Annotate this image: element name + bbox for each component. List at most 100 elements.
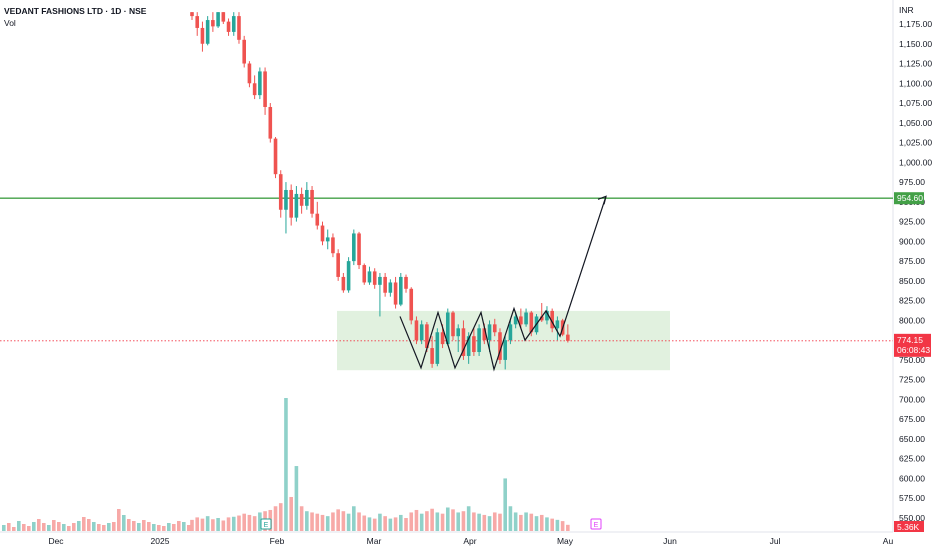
candle-body — [190, 12, 194, 17]
volume-bar — [127, 519, 131, 531]
volume-bar — [102, 525, 106, 531]
volume-indicator-label[interactable]: Vol — [4, 18, 16, 28]
volume-bar — [472, 512, 476, 531]
candle-body — [336, 253, 340, 277]
volume-bar — [404, 518, 408, 531]
zigzag-projection[interactable] — [399, 196, 607, 372]
earnings-marker[interactable] — [260, 518, 272, 530]
candle-body — [242, 39, 246, 64]
volume-bar — [242, 513, 246, 531]
chart-title: VEDANT FASHIONS LTD · 1D · NSE — [4, 6, 147, 16]
volume-bar — [122, 515, 126, 531]
candle-body — [550, 310, 554, 329]
candle-body — [492, 324, 497, 333]
candle-body — [278, 174, 283, 210]
volume-tag-label: 5.36K — [897, 522, 920, 532]
volume-bar — [294, 466, 299, 531]
volume-bar — [503, 478, 507, 531]
volume-bar — [388, 518, 393, 531]
volume-bar — [305, 511, 309, 531]
y-tick-label: 575.00 — [899, 493, 925, 503]
volume-bar — [513, 512, 518, 531]
volume-bar — [247, 514, 252, 531]
candle-body — [205, 20, 210, 44]
volume-bar — [466, 506, 471, 531]
candle-body — [409, 288, 414, 321]
candle-body — [498, 332, 502, 360]
volume-bar — [383, 516, 387, 531]
volume-bar — [37, 519, 41, 531]
candle-body — [305, 189, 309, 206]
volume-bar — [487, 516, 492, 531]
candle-body — [268, 106, 273, 139]
volume-bar — [399, 514, 403, 531]
volume-bar — [534, 516, 539, 531]
volume-bar — [27, 526, 31, 531]
volume-bar — [524, 512, 528, 531]
candle-body — [466, 336, 471, 356]
candle-body — [352, 233, 356, 262]
volume-bar — [378, 513, 382, 531]
volume-bar — [336, 509, 340, 531]
countdown-label: 06:08:43 — [897, 345, 930, 355]
candle-body — [388, 282, 393, 293]
x-tick-label: 2025 — [151, 536, 170, 546]
volume-bar — [87, 519, 91, 531]
volume-bar — [157, 525, 161, 531]
candle-body — [310, 189, 314, 214]
volume-bar — [435, 512, 440, 531]
volume-bar — [72, 523, 76, 531]
candle-body — [555, 320, 560, 329]
volume-bar — [7, 523, 11, 531]
candle-body — [524, 312, 528, 325]
volume-bar — [545, 517, 549, 531]
volume-bar — [456, 512, 461, 531]
x-tick-label: Feb — [270, 536, 285, 546]
y-tick-label: 825.00 — [899, 296, 925, 306]
volume-bar — [92, 522, 96, 531]
volume-bar — [252, 516, 257, 531]
candle-body — [372, 271, 377, 285]
y-tick-label: 975.00 — [899, 177, 925, 187]
volume-bar — [117, 509, 121, 531]
current-price-label: 774.15 — [897, 335, 923, 345]
candle-body — [451, 312, 455, 337]
candle-body — [566, 334, 570, 341]
candle-body — [414, 320, 419, 341]
y-tick-label: 1,000.00 — [899, 157, 932, 167]
y-tick-label: 550.00 — [899, 513, 925, 523]
volume-bar — [112, 522, 116, 531]
volume-bar — [299, 506, 304, 531]
candle-body — [289, 189, 293, 218]
volume-bar — [508, 506, 513, 531]
volume-bar — [226, 517, 231, 531]
candle-body — [440, 332, 445, 345]
y-tick-label: 1,050.00 — [899, 118, 932, 128]
earnings-marker[interactable] — [590, 518, 602, 530]
volume-bar — [419, 513, 424, 531]
volume-bar — [273, 506, 278, 531]
volume-bar — [451, 509, 455, 531]
candle-body — [299, 193, 304, 206]
candle-body — [284, 189, 288, 210]
volume-bar — [346, 513, 351, 531]
candle-body — [445, 312, 450, 345]
volume-bar — [393, 517, 398, 531]
candle-body — [435, 332, 440, 364]
volume-bar — [519, 514, 523, 531]
volume-bar — [310, 512, 314, 531]
volume-bar — [566, 524, 570, 531]
candle-body — [341, 276, 346, 291]
volume-bar — [477, 513, 481, 531]
volume-bar — [172, 524, 176, 531]
candle-body — [252, 83, 257, 96]
volume-bar — [52, 520, 56, 531]
candle-body — [508, 324, 513, 341]
candle-body — [195, 16, 200, 28]
volume-bar — [367, 517, 372, 531]
x-tick-label: Dec — [48, 536, 64, 546]
candle-body — [273, 138, 278, 175]
volume-bar — [529, 513, 534, 531]
volume-bar — [362, 515, 367, 531]
